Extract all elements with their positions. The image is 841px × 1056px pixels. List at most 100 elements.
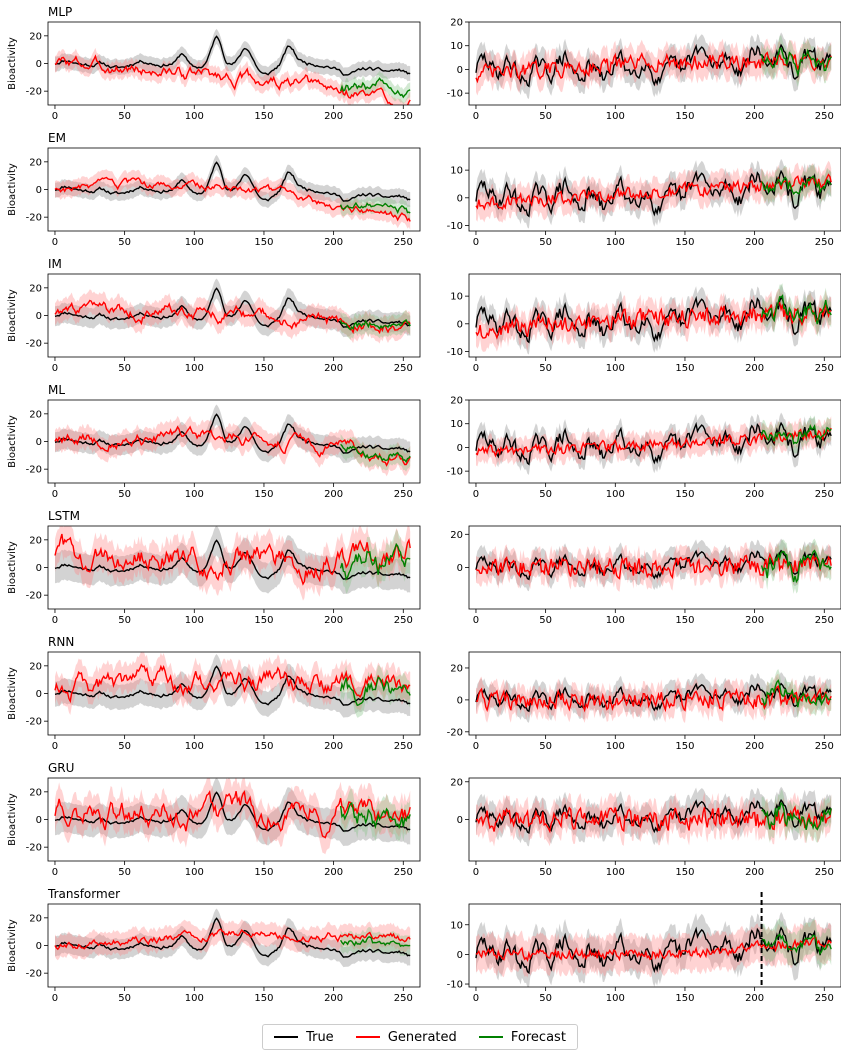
- forecast-line: [340, 443, 411, 464]
- x-tick-label: 200: [745, 741, 764, 752]
- y-tick-label: 0: [36, 563, 42, 574]
- y-tick-label: 20: [450, 777, 463, 788]
- x-tick-label: 150: [254, 741, 273, 752]
- forecast-band: [340, 70, 411, 105]
- y-tick-label: -20: [26, 843, 42, 854]
- true-line: [54, 917, 411, 958]
- true-band: [55, 526, 411, 595]
- x-tick-label: 50: [118, 489, 131, 500]
- panel-title: MLP: [48, 5, 72, 19]
- x-tick-label: 150: [675, 615, 694, 626]
- generated-band: [476, 160, 832, 223]
- x-tick-label: 200: [745, 363, 764, 374]
- axes-frame-right: [468, 651, 841, 736]
- y-tick-label: -20: [26, 717, 42, 728]
- x-tick-label: 150: [254, 615, 273, 626]
- y-tick-label: 20: [450, 530, 463, 541]
- legend: True Generated Forecast: [262, 1024, 578, 1050]
- y-tick-label: -20: [26, 591, 42, 602]
- x-tick-label: 250: [394, 489, 413, 500]
- generated-line: [54, 533, 411, 586]
- true-line: [475, 926, 832, 975]
- true-band: [476, 32, 832, 99]
- x-tick-label: 250: [815, 489, 834, 500]
- true-line: [54, 413, 411, 454]
- y-tick-label: 20: [29, 535, 42, 546]
- x-tick-label: 50: [539, 237, 552, 248]
- forecast-line: [761, 801, 832, 831]
- y-tick-label: -10: [447, 221, 463, 232]
- x-tick-label: 50: [118, 867, 131, 878]
- x-tick-label: 0: [52, 615, 58, 626]
- legend-label-forecast: Forecast: [510, 1029, 566, 1045]
- generated-band: [476, 288, 832, 352]
- y-axis-label: Bioactivity: [7, 919, 18, 972]
- axes-frame-right: [468, 903, 841, 988]
- y-tick-label: 0: [457, 193, 463, 204]
- x-tick-label: 250: [394, 867, 413, 878]
- x-tick-label: 50: [539, 111, 552, 122]
- x-tick-label: 150: [675, 489, 694, 500]
- axes-frame-right: [468, 273, 841, 358]
- y-axis-label: Bioactivity: [7, 415, 18, 468]
- y-axis-label: Bioactivity: [7, 667, 18, 720]
- x-tick-label: 200: [745, 237, 764, 248]
- plot-area-right: [475, 669, 832, 723]
- x-tick-label: 200: [324, 111, 343, 122]
- y-tick-label: 0: [36, 185, 42, 196]
- x-tick-label: 50: [539, 363, 552, 374]
- x-tick-label: 150: [675, 741, 694, 752]
- x-tick-label: 0: [473, 867, 479, 878]
- x-tick-label: 50: [539, 615, 552, 626]
- plot-area-right: [475, 32, 832, 99]
- forecast-line: [761, 175, 832, 195]
- x-tick-label: 100: [606, 489, 625, 500]
- x-tick-label: 150: [254, 993, 273, 1004]
- forecast-line: [760, 549, 832, 584]
- forecast-line: [339, 676, 411, 707]
- y-tick-label: 20: [29, 31, 42, 42]
- x-tick-label: 150: [675, 993, 694, 1004]
- y-tick-label: -10: [447, 89, 463, 100]
- x-tick-label: 0: [52, 867, 58, 878]
- y-tick-label: 10: [450, 41, 463, 52]
- y-tick-label: 20: [29, 157, 42, 168]
- x-tick-label: 50: [118, 111, 131, 122]
- generated-band: [55, 778, 411, 855]
- y-tick-label: 0: [36, 311, 42, 322]
- generated-line: [54, 663, 411, 704]
- true-line: [475, 549, 832, 581]
- generated-line: [475, 552, 832, 580]
- x-tick-label: 100: [606, 867, 625, 878]
- true-line: [54, 35, 411, 76]
- true-line: [54, 791, 411, 832]
- forecast-line: [339, 318, 411, 331]
- generated-line: [54, 176, 411, 222]
- y-tick-label: 0: [457, 815, 463, 826]
- y-tick-label: 20: [29, 661, 42, 672]
- y-tick-label: 0: [36, 689, 42, 700]
- legend-item-true: True: [274, 1030, 334, 1045]
- forecast-line: [340, 936, 411, 948]
- x-tick-label: 100: [185, 993, 204, 1004]
- y-tick-label: 0: [457, 319, 463, 330]
- x-tick-label: 250: [394, 363, 413, 374]
- generated-line: [475, 50, 832, 84]
- x-tick-label: 100: [606, 741, 625, 752]
- true-line: [54, 665, 411, 706]
- generated-band: [476, 541, 832, 592]
- y-tick-label: 20: [450, 663, 463, 674]
- x-tick-label: 200: [324, 993, 343, 1004]
- true-line: [475, 421, 832, 466]
- x-tick-label: 250: [394, 237, 413, 248]
- x-tick-label: 200: [324, 615, 343, 626]
- x-tick-label: 150: [254, 867, 273, 878]
- plot-area-left: [54, 404, 411, 477]
- forecast-line: [339, 201, 411, 215]
- plot-area-right: [475, 412, 832, 475]
- legend-label-true: True: [306, 1029, 334, 1045]
- plot-area-left: [54, 652, 411, 718]
